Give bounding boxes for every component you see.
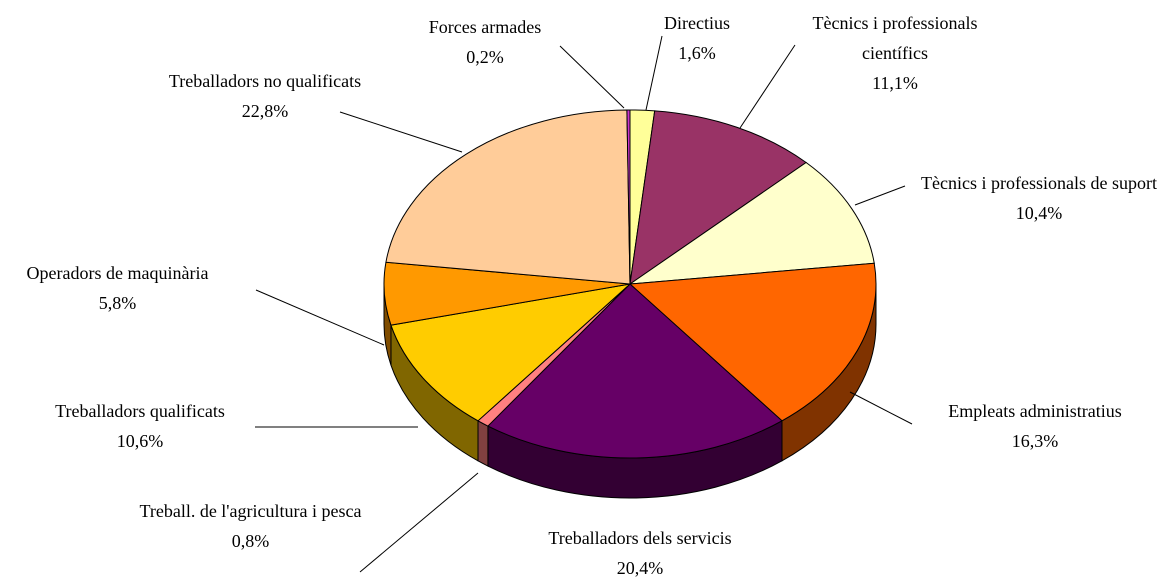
leader-line	[849, 391, 913, 425]
leader-line	[645, 35, 663, 111]
slice	[385, 109, 631, 285]
value-label: 5,8%	[98, 293, 137, 313]
category-name: Empleats administratius	[948, 401, 1122, 421]
value-label: 0,2%	[466, 47, 504, 67]
value-label: 11,1%	[872, 73, 918, 93]
category-name: Forces armades	[428, 17, 542, 37]
value-label: 22,8%	[241, 101, 289, 121]
leader-line	[854, 185, 906, 206]
slice-label: Empleats administratius 16,3%	[905, 396, 1165, 456]
slice	[626, 109, 631, 285]
value-label: 1,6%	[678, 43, 716, 63]
category-name: Treball. de l'agricultura i pesca	[139, 501, 362, 521]
category-name: Treballadors qualificats	[55, 401, 225, 421]
leader-line	[559, 45, 625, 109]
value-label: 20,4%	[616, 558, 664, 578]
slice	[628, 262, 877, 422]
leader-line	[359, 472, 479, 573]
leader-line	[255, 289, 385, 346]
slice	[487, 283, 783, 459]
category-name: Treballadors no qualificats	[168, 71, 362, 91]
slice-label: Operadors de maquinària 5,8%	[0, 258, 235, 318]
value-label: 10,6%	[116, 431, 164, 451]
slice-label: Forces armades 0,2%	[405, 12, 565, 72]
value-label: 0,8%	[231, 531, 270, 551]
value-label: 16,3%	[1011, 431, 1059, 451]
category-name: Treballadors dels servicis	[548, 528, 732, 548]
slice-label: Treballadors qualificats 10,6%	[5, 396, 275, 456]
slice-label: Tècnics i professionals científics 11,1%	[805, 8, 985, 98]
value-label: 10,4%	[1015, 203, 1063, 223]
category-name: Operadors de maquinària	[26, 263, 209, 283]
slice-side	[477, 419, 489, 467]
slice	[629, 110, 807, 286]
slice-label: Directius 1,6%	[637, 8, 757, 68]
category-name: Tècnics i professionals científics	[812, 13, 978, 63]
slice-label: Treball. de l'agricultura i pesca 0,8%	[133, 496, 368, 556]
slice-label: Treballadors dels servicis 20,4%	[500, 523, 780, 581]
slice	[390, 283, 632, 422]
slice	[628, 161, 875, 285]
category-name: Tècnics i professionals de suport	[921, 173, 1157, 193]
category-name: Directius	[664, 13, 730, 33]
leader-line	[739, 44, 796, 129]
leader-line	[339, 111, 463, 153]
slice-label: Tècnics i professionals de suport 10,4%	[912, 168, 1166, 228]
slice-label: Treballadors no qualificats 22,8%	[165, 66, 365, 126]
